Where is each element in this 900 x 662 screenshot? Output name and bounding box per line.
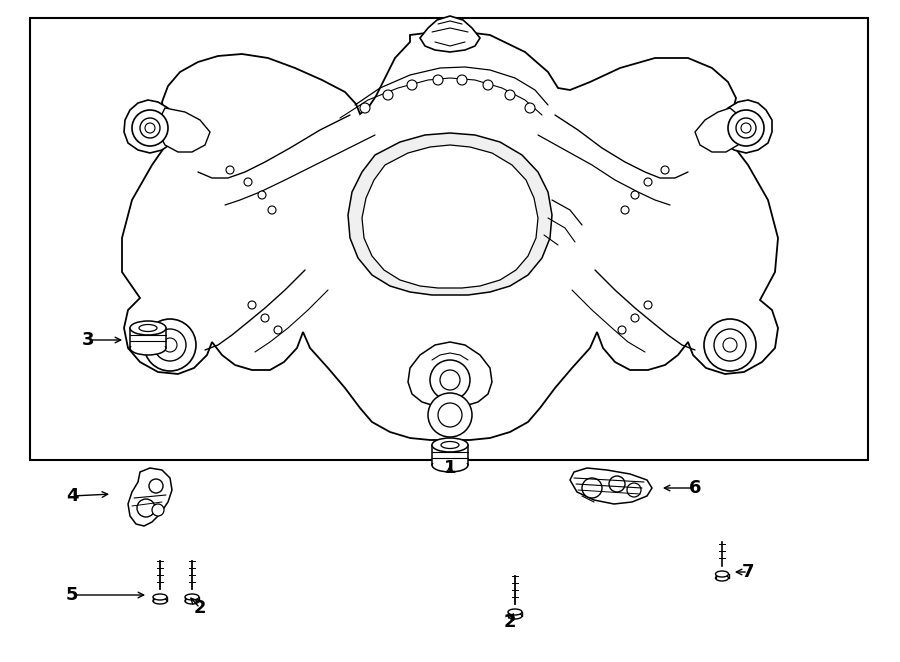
Circle shape xyxy=(661,166,669,174)
Polygon shape xyxy=(348,133,552,295)
Circle shape xyxy=(274,326,282,334)
Text: 3: 3 xyxy=(82,331,94,349)
Polygon shape xyxy=(362,145,538,288)
Circle shape xyxy=(360,103,370,113)
Circle shape xyxy=(714,329,746,361)
Polygon shape xyxy=(128,468,172,526)
Circle shape xyxy=(627,483,641,497)
Circle shape xyxy=(618,326,626,334)
Circle shape xyxy=(144,319,196,371)
Text: 2: 2 xyxy=(504,613,517,631)
Polygon shape xyxy=(420,16,480,52)
Circle shape xyxy=(383,90,393,100)
Ellipse shape xyxy=(716,575,728,581)
Ellipse shape xyxy=(716,571,728,577)
Circle shape xyxy=(268,206,276,214)
Circle shape xyxy=(631,314,639,322)
Circle shape xyxy=(621,206,629,214)
Circle shape xyxy=(226,166,234,174)
Circle shape xyxy=(248,301,256,309)
Bar xyxy=(130,330,166,346)
Ellipse shape xyxy=(441,442,459,448)
Polygon shape xyxy=(695,108,745,152)
Circle shape xyxy=(140,118,160,138)
Polygon shape xyxy=(570,468,652,504)
Polygon shape xyxy=(158,108,210,152)
Polygon shape xyxy=(408,342,492,407)
Bar xyxy=(432,447,468,463)
Circle shape xyxy=(261,314,269,322)
Circle shape xyxy=(154,329,186,361)
Circle shape xyxy=(149,479,163,493)
Text: 4: 4 xyxy=(66,487,78,505)
Ellipse shape xyxy=(153,594,167,600)
Bar xyxy=(30,18,868,460)
Ellipse shape xyxy=(153,598,167,604)
Circle shape xyxy=(609,476,625,492)
Ellipse shape xyxy=(185,598,199,604)
Ellipse shape xyxy=(432,438,468,452)
Circle shape xyxy=(631,191,639,199)
Circle shape xyxy=(483,80,493,90)
Circle shape xyxy=(644,178,652,186)
Circle shape xyxy=(152,504,164,516)
Circle shape xyxy=(440,370,460,390)
Circle shape xyxy=(741,123,751,133)
Circle shape xyxy=(723,338,737,352)
Text: 2: 2 xyxy=(194,599,206,617)
Circle shape xyxy=(582,478,602,498)
Circle shape xyxy=(163,338,177,352)
Ellipse shape xyxy=(432,458,468,472)
Circle shape xyxy=(407,80,417,90)
Circle shape xyxy=(505,90,515,100)
Circle shape xyxy=(428,393,472,437)
Circle shape xyxy=(433,75,443,85)
Circle shape xyxy=(244,178,252,186)
Text: 6: 6 xyxy=(688,479,701,497)
Circle shape xyxy=(644,301,652,309)
Text: 1: 1 xyxy=(444,459,456,477)
Ellipse shape xyxy=(130,321,166,335)
Polygon shape xyxy=(122,30,778,440)
Circle shape xyxy=(258,191,266,199)
Circle shape xyxy=(736,118,756,138)
Circle shape xyxy=(132,110,168,146)
Circle shape xyxy=(457,75,467,85)
Text: 7: 7 xyxy=(742,563,754,581)
Circle shape xyxy=(704,319,756,371)
Ellipse shape xyxy=(508,613,522,619)
Ellipse shape xyxy=(185,594,199,600)
Polygon shape xyxy=(720,100,772,153)
Circle shape xyxy=(145,123,155,133)
Text: 5: 5 xyxy=(66,586,78,604)
Circle shape xyxy=(438,403,462,427)
Circle shape xyxy=(430,360,470,400)
Circle shape xyxy=(137,499,155,517)
Circle shape xyxy=(525,103,535,113)
Polygon shape xyxy=(124,100,178,153)
Ellipse shape xyxy=(130,341,166,355)
Ellipse shape xyxy=(139,324,157,332)
Ellipse shape xyxy=(508,609,522,615)
Circle shape xyxy=(728,110,764,146)
